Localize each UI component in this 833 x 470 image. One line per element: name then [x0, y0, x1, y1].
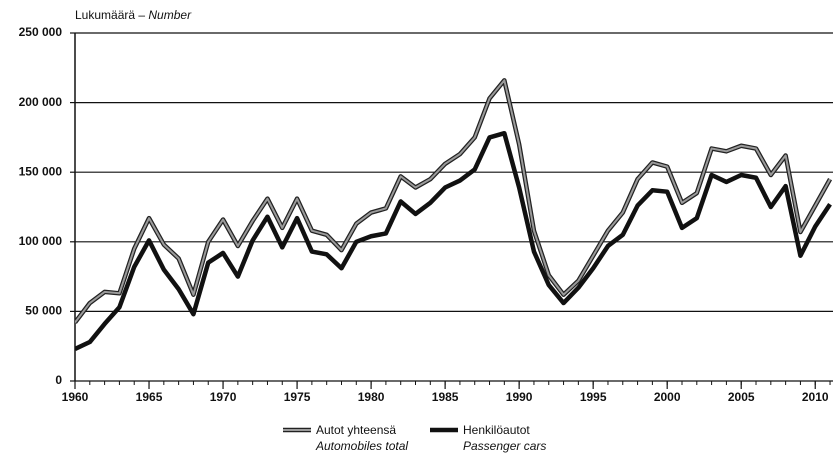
y-tick-label: 100 000: [19, 234, 63, 248]
legend-label: Autot yhteensä: [316, 423, 396, 437]
x-tick-label: 1980: [358, 390, 385, 404]
y-tick-label: 200 000: [19, 95, 63, 109]
x-tick-label: 1960: [62, 390, 89, 404]
series-line: [75, 130, 832, 352]
legend-label: Henkilöautot: [463, 423, 530, 437]
legend-label-en: Automobiles total: [315, 439, 408, 453]
y-tick-label: 250 000: [19, 25, 63, 39]
y-axis-label: Lukumäärä – Number: [75, 8, 192, 22]
series-line-outline: [75, 78, 833, 324]
lines: [75, 78, 833, 352]
x-tick-label: 1970: [210, 390, 237, 404]
x-tick-label: 1995: [580, 390, 607, 404]
legend-label-en: Passenger cars: [463, 439, 546, 453]
y-tick-label: 50 000: [25, 304, 62, 318]
y-tick-label: 150 000: [19, 164, 63, 178]
x-tick-label: 1975: [284, 390, 311, 404]
y-axis-label-en: Number: [148, 8, 192, 22]
grid: [70, 32, 833, 389]
x-tick-label: 1990: [506, 390, 533, 404]
y-tick-label: 0: [55, 373, 62, 387]
series-line: [75, 79, 831, 324]
x-tick-label: 1965: [136, 390, 163, 404]
y-axis-label-fi: Lukumäärä –: [75, 8, 145, 22]
x-tick-label: 1985: [432, 390, 459, 404]
x-tick-label: 2005: [728, 390, 755, 404]
x-tick-label: 2010: [802, 390, 829, 404]
x-tick-label: 2000: [654, 390, 681, 404]
